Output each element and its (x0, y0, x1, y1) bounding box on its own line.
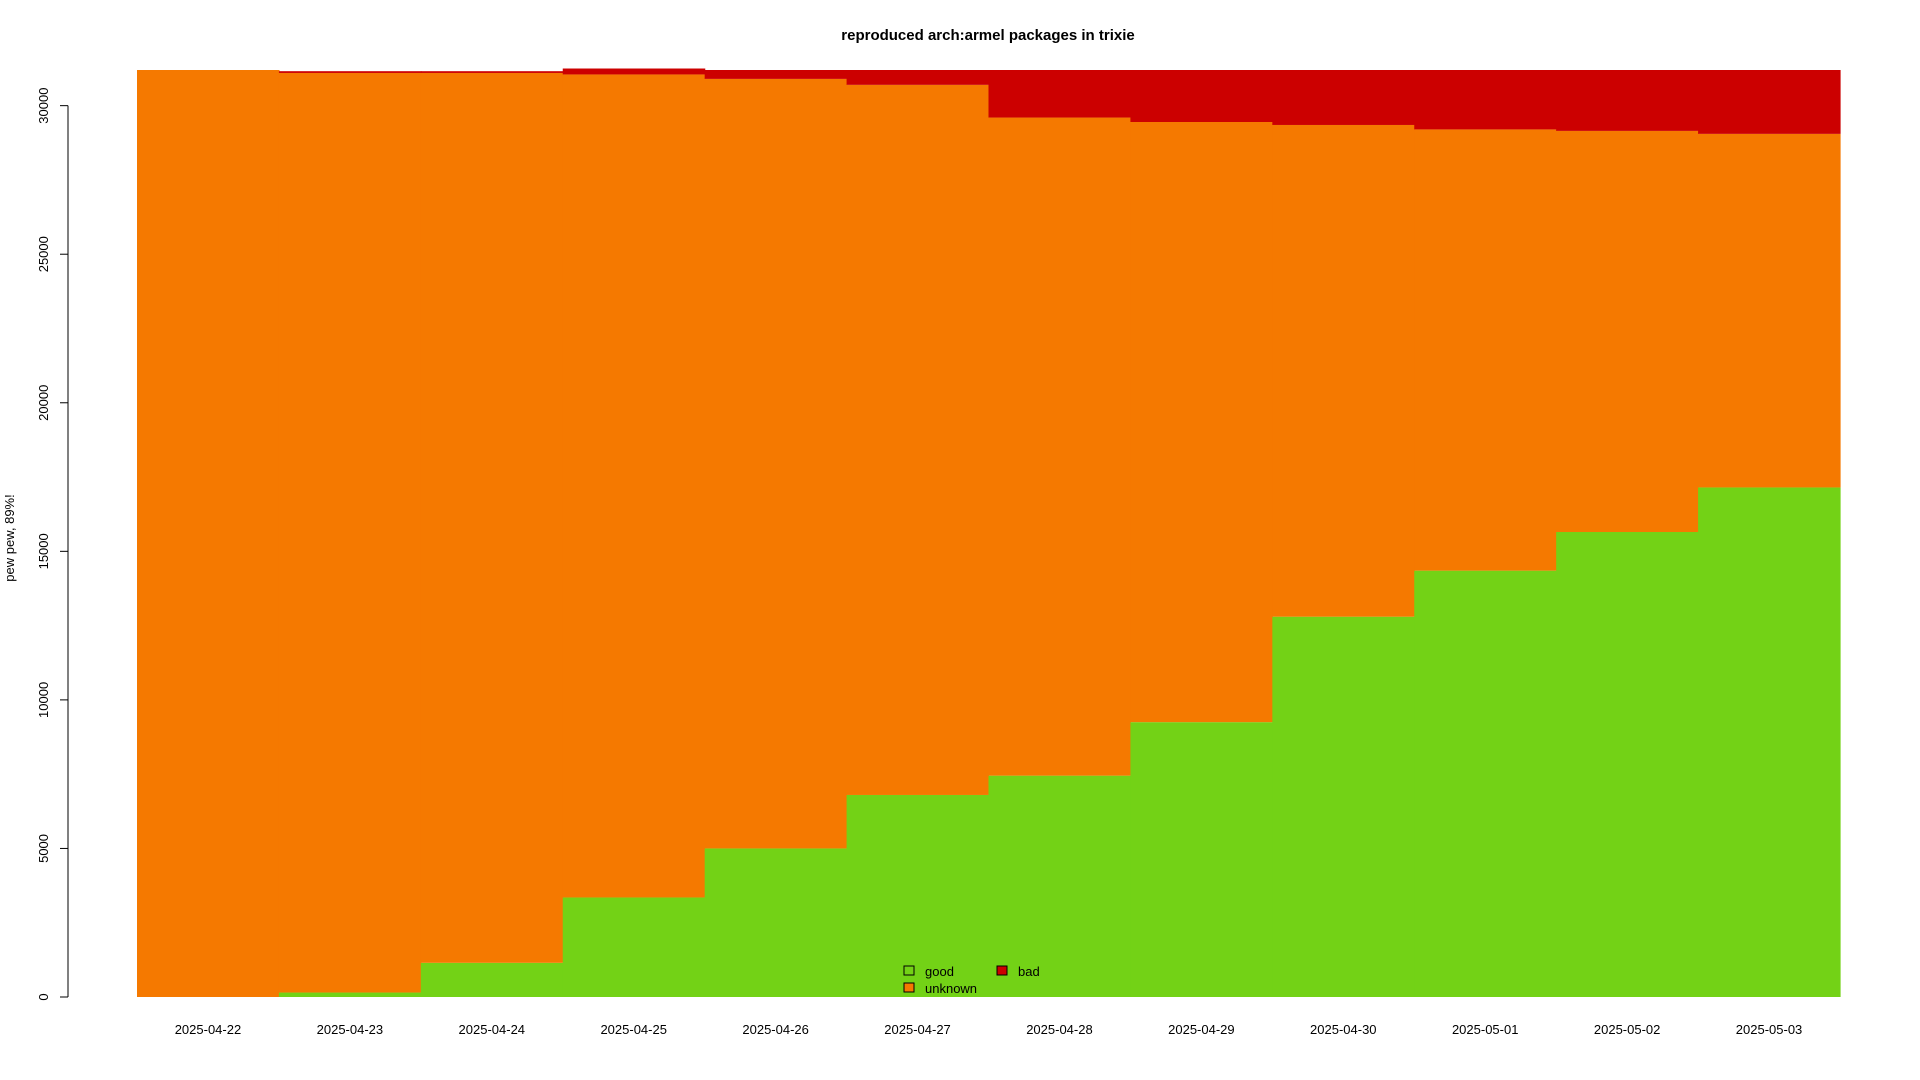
bar-good-2025-04-29 (1130, 722, 1273, 997)
legend-swatch-good (903, 965, 915, 976)
x-tick-label: 2025-04-24 (459, 1022, 526, 1037)
bar-good-2025-04-27 (846, 794, 990, 997)
bar-bad-2025-04-23 (278, 71, 422, 73)
x-tick-label: 2025-04-22 (175, 1022, 242, 1037)
legend-swatch-bad (996, 965, 1008, 976)
bar-unknown-2025-04-23 (278, 72, 422, 993)
legend: good bad unknown (903, 964, 1040, 996)
bar-unknown-2025-04-24 (420, 72, 564, 963)
x-tick-label: 2025-04-28 (1026, 1022, 1093, 1037)
bar-unknown-2025-04-28 (988, 117, 1132, 776)
legend-label-good: good (925, 964, 954, 979)
bar-bad-2025-04-26 (704, 70, 848, 79)
y-tick-label: 10000 (36, 682, 51, 718)
bar-unknown-2025-04-30 (1272, 124, 1415, 617)
bar-bad-2025-05-03 (1698, 70, 1841, 134)
bar-good-2025-05-03 (1698, 487, 1841, 997)
bar-good-2025-04-30 (1272, 616, 1415, 997)
y-tick-label: 20000 (36, 385, 51, 421)
y-axis: 0 5000 10000 15000 20000 25000 30000 (36, 88, 69, 1001)
bar-unknown-2025-05-03 (1698, 133, 1841, 488)
bar-bad-2025-04-28 (988, 70, 1132, 118)
bar-unknown-2025-04-29 (1130, 122, 1273, 723)
plot-area (137, 68, 1841, 997)
bar-unknown-2025-04-26 (704, 78, 848, 849)
bar-unknown-2025-04-27 (846, 84, 990, 795)
chart-title: reproduced arch:armel packages in trixie (841, 27, 1134, 44)
y-tick-label: 0 (36, 993, 51, 1000)
x-tick-label: 2025-05-03 (1736, 1022, 1803, 1037)
x-tick-label: 2025-04-23 (317, 1022, 384, 1037)
bar-bad-2025-05-01 (1414, 70, 1557, 130)
bar-unknown-2025-04-25 (562, 74, 706, 898)
x-tick-label: 2025-04-26 (742, 1022, 809, 1037)
bar-unknown-2025-05-01 (1414, 129, 1557, 571)
bar-bad-2025-04-27 (846, 70, 990, 85)
x-tick-label: 2025-04-29 (1168, 1022, 1235, 1037)
legend-swatch-unknown (903, 982, 915, 993)
bar-unknown-2025-04-22 (137, 70, 280, 997)
bar-good-2025-05-02 (1556, 532, 1699, 997)
y-tick-label: 30000 (36, 88, 51, 124)
bar-bad-2025-04-25 (562, 68, 706, 75)
x-tick-label: 2025-04-27 (884, 1022, 951, 1037)
x-tick-label: 2025-05-01 (1452, 1022, 1519, 1037)
bar-bad-2025-04-30 (1272, 70, 1415, 125)
bar-good-2025-04-26 (704, 848, 848, 997)
bar-good-2025-05-01 (1414, 570, 1557, 997)
legend-label-bad: bad (1018, 964, 1040, 979)
bar-good-2025-04-28 (988, 775, 1132, 997)
bar-good-2025-04-23 (278, 992, 422, 997)
y-tick-label: 25000 (36, 236, 51, 272)
bar-good-2025-04-24 (420, 962, 564, 997)
bar-bad-2025-04-24 (420, 71, 564, 73)
x-axis-labels: 2025-04-22 2025-04-23 2025-04-24 2025-04-25… (175, 1022, 1803, 1037)
bar-unknown-2025-05-02 (1556, 130, 1699, 533)
x-tick-label: 2025-04-25 (600, 1022, 667, 1037)
legend-label-unknown: unknown (925, 981, 977, 996)
x-tick-label: 2025-05-02 (1594, 1022, 1661, 1037)
bar-bad-2025-04-29 (1130, 70, 1273, 122)
y-tick-label: 5000 (36, 834, 51, 863)
y-tick-label: 15000 (36, 533, 51, 569)
y-axis-title: pew pew, 89%! (2, 494, 17, 581)
x-tick-label: 2025-04-30 (1310, 1022, 1377, 1037)
bar-good-2025-04-25 (562, 897, 706, 997)
bar-bad-2025-05-02 (1556, 70, 1699, 131)
